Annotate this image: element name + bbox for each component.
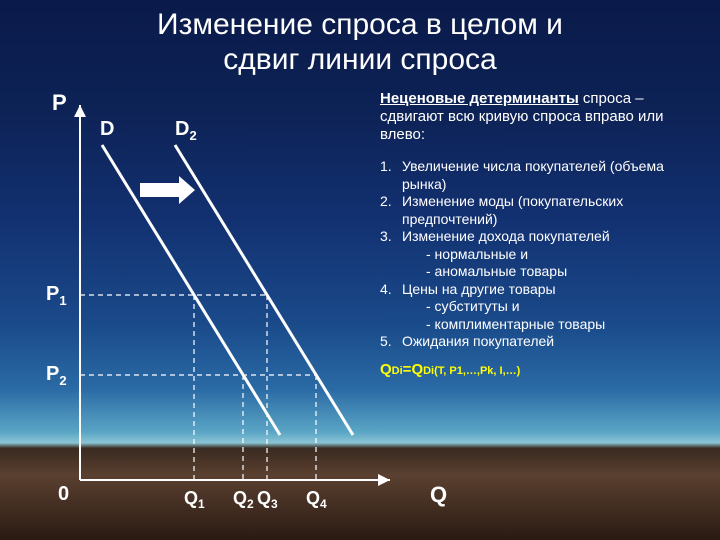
determinant-subitem: - аномальные товары	[380, 263, 710, 281]
determinant-item: 4.Цены на другие товары	[380, 281, 710, 299]
determinants-list: 1.Увеличение числа покупателей (объема р…	[380, 158, 710, 351]
slide-title: Изменение спроса в целом и сдвиг линии с…	[0, 0, 720, 77]
determinant-item: 3.Изменение дохода покупателей	[380, 228, 710, 246]
determinant-subitem: - комплиментарные товары	[380, 316, 710, 334]
intro-strong: Неценовые детерминанты	[380, 90, 579, 107]
right-panel: Неценовые детерминанты спроса – сдвигают…	[380, 90, 710, 378]
title-line1: Изменение спроса в целом и	[157, 8, 563, 41]
demand-chart: P DD2P1P20Q1Q2Q3Q4 Q	[30, 100, 400, 520]
determinant-item: 5.Ожидания покупателей	[380, 333, 710, 351]
determinant-subitem: - субституты и	[380, 298, 710, 316]
svg-text:D: D	[100, 118, 114, 140]
svg-text:Q4: Q4	[306, 488, 327, 511]
determinant-subitem: - нормальные и	[380, 246, 710, 264]
svg-text:0: 0	[58, 483, 69, 505]
formula: QDi=QDi(T, P1,…,Pk, I,…)	[380, 361, 710, 378]
svg-text:P1: P1	[46, 283, 67, 308]
svg-text:Q3: Q3	[257, 488, 278, 511]
chart-svg: D D2 P1 P2 0 Q1 Q2Q3 Q4	[30, 100, 400, 520]
determinant-item: 1.Увеличение числа покупателей (объема р…	[380, 158, 710, 193]
svg-text:P2: P2	[46, 363, 67, 388]
svg-text:Q2: Q2	[233, 488, 254, 511]
intro-text: Неценовые детерминанты спроса – сдвигают…	[380, 90, 710, 144]
title-line2: сдвиг линии спроса	[223, 43, 496, 76]
x-axis-label: Q	[430, 482, 447, 508]
svg-text:D2: D2	[175, 118, 197, 143]
determinant-item: 2.Изменение моды (покупательских предпоч…	[380, 193, 710, 228]
svg-text:Q1: Q1	[184, 488, 205, 511]
